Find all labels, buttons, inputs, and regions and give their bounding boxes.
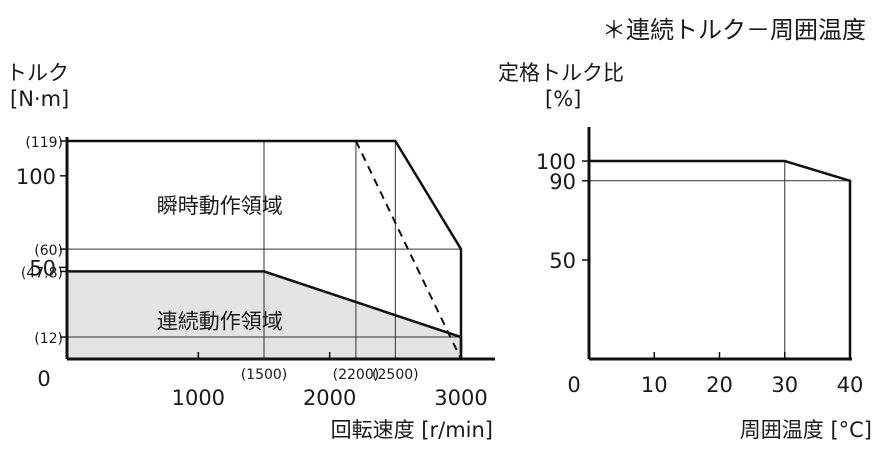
torque-y-axis-label: [N·m]	[10, 87, 69, 111]
ratio-x-tick-label: 40	[837, 373, 864, 397]
ratio-y-tick-label: 100	[536, 150, 576, 174]
region-label: 瞬時動作領域	[157, 194, 283, 218]
ratio-x-tick-label: 0	[567, 373, 580, 397]
torque-y-paren-tick-label: (60)	[34, 243, 63, 259]
ratio-x-axis-label: 周囲温度 [°C]	[740, 418, 872, 442]
ratio-y-tick-label: 50	[549, 249, 576, 273]
torque-y-axis-label: トルク	[6, 61, 69, 85]
continuous-region-boundary	[67, 270, 463, 359]
dashed-limit-line	[355, 140, 462, 360]
torque-x-tick-label: 3000	[434, 386, 487, 410]
torque-y-tick-label: 100	[16, 165, 56, 189]
region-label: 連続動作領域	[157, 310, 283, 334]
torque-y-paren-tick-label: (47.8)	[21, 265, 63, 281]
ratio-x-tick-label: 10	[641, 373, 668, 397]
torque-x-paren-tick-label: (2200)	[333, 367, 380, 383]
torque-x-paren-tick-label: (1500)	[241, 367, 288, 383]
ratio-y-axis-label: [%]	[545, 87, 581, 111]
torque-y-tick-label: 50	[29, 256, 56, 280]
torque-y-paren-tick-label: (12)	[34, 331, 63, 347]
torque-ratio-line	[589, 159, 852, 359]
torque-x-axis-label: 回転速度 [r/min]	[331, 418, 493, 442]
torque-x-paren-tick-label: (2500)	[372, 367, 419, 383]
continuous-torque-note: ＊連続トルク－周囲温度	[602, 16, 866, 44]
ratio-y-tick-label: 90	[549, 170, 576, 194]
torque-y-paren-tick-label: (119)	[25, 135, 63, 151]
torque-x-tick-label: 2000	[303, 386, 356, 410]
ratio-x-tick-label: 30	[771, 373, 798, 397]
torque-x-tick-label: 1000	[172, 386, 225, 410]
instantaneous-region-boundary	[67, 139, 463, 359]
ratio-x-tick-label: 20	[706, 373, 733, 397]
ratio-y-axis-label: 定格トルク比	[498, 61, 624, 85]
torque-origin-label: 0	[37, 367, 50, 391]
